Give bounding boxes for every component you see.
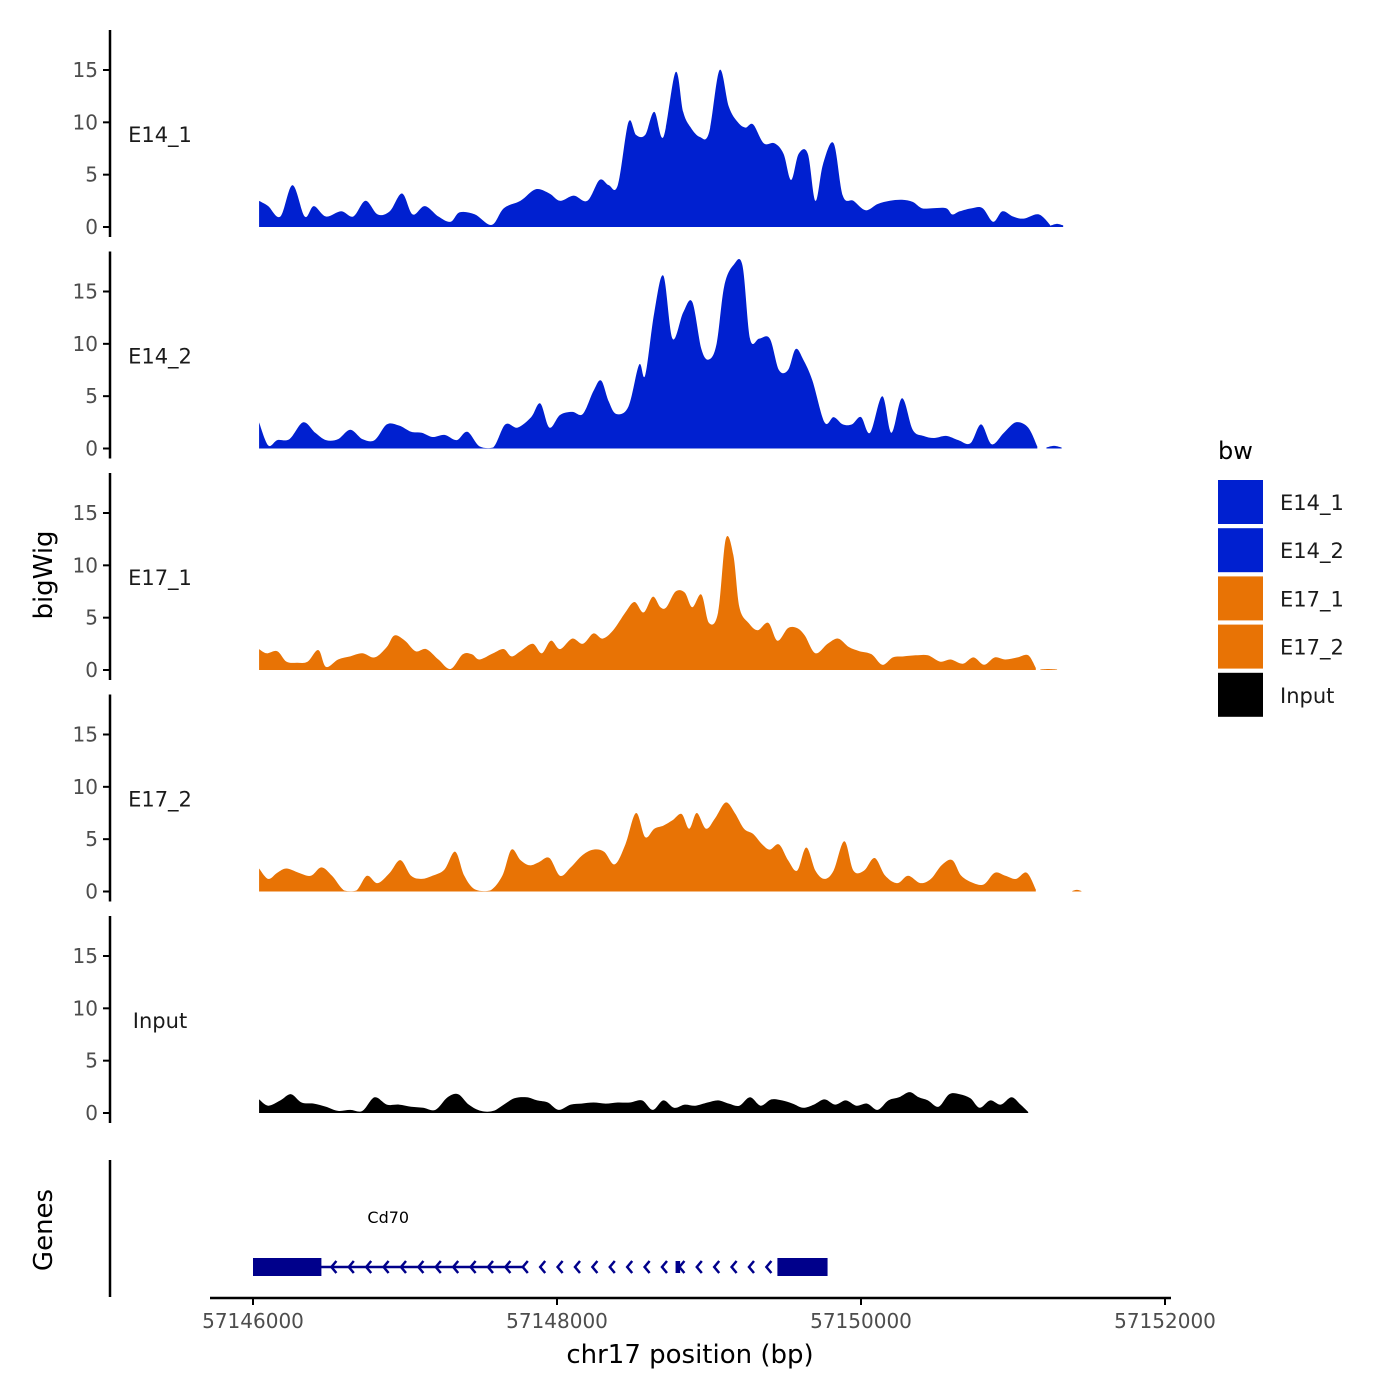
strand-arrow bbox=[555, 1260, 564, 1274]
track-label: Input bbox=[133, 1009, 187, 1033]
y-tick-label: 0 bbox=[85, 880, 98, 904]
y-tick-label: 10 bbox=[73, 553, 98, 577]
strand-arrow bbox=[381, 1260, 390, 1274]
legend-swatch bbox=[1218, 528, 1263, 573]
legend-label: E17_2 bbox=[1280, 636, 1344, 661]
y-tick-label: 0 bbox=[85, 437, 98, 461]
strand-arrow bbox=[642, 1260, 651, 1274]
track-panel-e14-2: 0 5 10 15 E14_2 bbox=[73, 251, 1062, 461]
strand-arrow bbox=[468, 1260, 477, 1274]
legend-label: E14_1 bbox=[1280, 491, 1344, 516]
strand-arrow bbox=[625, 1260, 634, 1274]
gene-exon bbox=[675, 1261, 681, 1273]
strand-arrow bbox=[747, 1260, 755, 1274]
legend-swatch bbox=[1218, 480, 1263, 524]
legend-item: E17_2 bbox=[1218, 624, 1344, 669]
y-tick-label: 5 bbox=[85, 1049, 98, 1073]
legend-label: E17_1 bbox=[1280, 587, 1344, 612]
coverage-tail bbox=[1046, 445, 1062, 449]
strand-arrow bbox=[608, 1260, 616, 1274]
strand-arrow bbox=[573, 1260, 581, 1274]
track-label: E17_1 bbox=[128, 566, 192, 591]
strand-arrow bbox=[677, 1260, 686, 1274]
y-tick-label: 10 bbox=[73, 332, 98, 356]
coverage-tail bbox=[1072, 889, 1082, 892]
strand-arrow bbox=[660, 1260, 668, 1274]
track-label: E14_2 bbox=[128, 345, 192, 370]
track-label: E17_2 bbox=[128, 788, 192, 813]
track-panel-input: 0 5 10 15 Input bbox=[73, 916, 1029, 1125]
legend-swatch bbox=[1218, 672, 1263, 717]
y-tick-label: 10 bbox=[73, 110, 98, 134]
gene-exon bbox=[253, 1258, 322, 1276]
y-tick-label: 10 bbox=[73, 996, 98, 1020]
strand-arrow bbox=[416, 1260, 425, 1274]
coverage-area bbox=[259, 535, 1036, 670]
track-label: E14_1 bbox=[128, 123, 192, 148]
x-tick-label: 57150000 bbox=[810, 1309, 912, 1333]
legend-item: Input bbox=[1218, 672, 1334, 717]
strand-arrow bbox=[486, 1260, 494, 1274]
x-axis: 57146000 57148000 57150000 57152000 bbox=[202, 1296, 1216, 1333]
track-panel-e14-1: 0 5 10 15 E14_1 bbox=[73, 30, 1064, 239]
coverage-tail bbox=[1051, 223, 1064, 227]
coverage-tail bbox=[1040, 669, 1058, 670]
coverage-area bbox=[259, 1092, 1029, 1113]
legend: bw E14_1 E14_2 E17_1 E17_2 Input bbox=[1218, 437, 1344, 717]
x-axis-title: chr17 position (bp) bbox=[566, 1340, 813, 1370]
y-axis-title: bigWig bbox=[29, 530, 59, 619]
coverage-area bbox=[259, 69, 1052, 227]
y-tick-label: 5 bbox=[85, 827, 98, 851]
strand-arrow bbox=[364, 1260, 373, 1274]
legend-label: Input bbox=[1280, 684, 1334, 708]
strand-arrow bbox=[347, 1260, 355, 1274]
strand-arrow bbox=[695, 1260, 703, 1274]
y-tick-label: 5 bbox=[85, 606, 98, 630]
y-tick-label: 15 bbox=[73, 280, 98, 304]
y-tick-label: 10 bbox=[73, 775, 98, 799]
strand-arrow bbox=[451, 1260, 460, 1274]
y-tick-label: 0 bbox=[85, 215, 98, 239]
strand-arrow bbox=[434, 1260, 442, 1274]
x-tick-label: 57152000 bbox=[1114, 1309, 1216, 1333]
gene-exon bbox=[777, 1258, 828, 1276]
genes-axis-title: Genes bbox=[29, 1189, 59, 1271]
coverage-area bbox=[259, 802, 1036, 892]
x-tick-label: 57146000 bbox=[202, 1309, 304, 1333]
y-tick-label: 15 bbox=[73, 58, 98, 82]
y-tick-label: 5 bbox=[85, 163, 98, 187]
track-panel-e17-1: 0 5 10 15 E17_1 bbox=[73, 473, 1058, 682]
y-tick-label: 15 bbox=[73, 723, 98, 747]
x-tick-label: 57148000 bbox=[506, 1309, 608, 1333]
gene-label: Cd70 bbox=[367, 1208, 409, 1227]
genes-panel: Genes Cd70 bbox=[29, 1160, 828, 1297]
legend-item: E14_1 bbox=[1218, 480, 1344, 524]
legend-label: E14_2 bbox=[1280, 539, 1344, 564]
strand-arrow bbox=[399, 1260, 407, 1274]
y-tick-label: 0 bbox=[85, 658, 98, 682]
y-tick-label: 0 bbox=[85, 1101, 98, 1125]
y-tick-label: 15 bbox=[73, 944, 98, 968]
strand-arrow bbox=[729, 1260, 738, 1274]
strand-arrow bbox=[538, 1260, 547, 1274]
legend-swatch bbox=[1218, 624, 1263, 669]
strand-arrow bbox=[764, 1260, 773, 1274]
y-tick-label: 15 bbox=[73, 501, 98, 525]
strand-arrow bbox=[503, 1260, 512, 1274]
strand-arrow bbox=[329, 1260, 338, 1274]
legend-item: E14_2 bbox=[1218, 528, 1344, 573]
strand-arrow bbox=[590, 1260, 599, 1274]
legend-item: E17_1 bbox=[1218, 576, 1344, 621]
coverage-area bbox=[259, 259, 1038, 449]
legend-title: bw bbox=[1218, 437, 1253, 465]
legend-swatch bbox=[1218, 576, 1263, 621]
y-tick-label: 5 bbox=[85, 384, 98, 408]
strand-arrow bbox=[521, 1260, 529, 1274]
track-panel-e17-2: 0 5 10 15 E17_2 bbox=[73, 694, 1082, 904]
strand-arrow bbox=[712, 1260, 721, 1274]
